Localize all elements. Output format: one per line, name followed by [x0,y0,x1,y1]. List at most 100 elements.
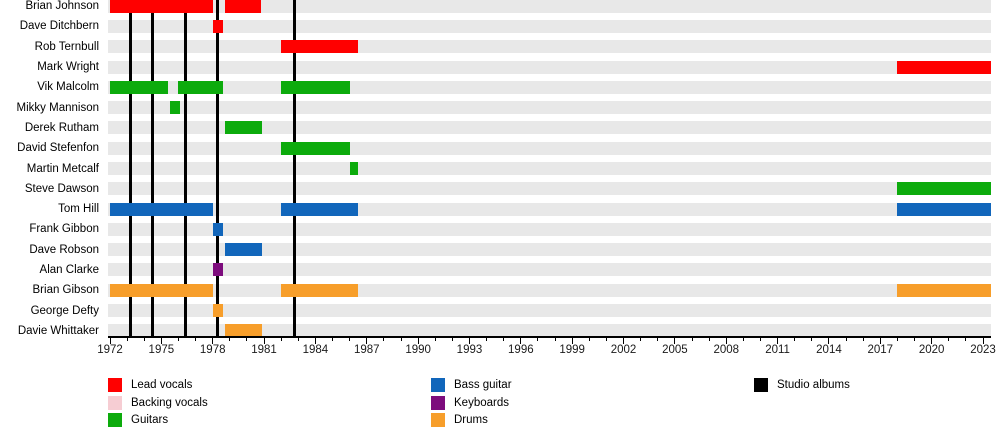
member-label: Mark Wright [37,61,99,74]
axis-tick [640,338,642,341]
member-label: Mikky Mannison [16,101,99,114]
tenure-bar [212,222,223,236]
axis-tick [503,338,505,341]
axis-tick [468,338,470,344]
row-band [108,80,991,94]
axis-tick [349,338,351,341]
axis-tick-label: 1999 [559,344,585,356]
axis-tick-label: 1990 [405,344,431,356]
tenure-bar [224,0,261,13]
axis-tick [571,338,573,344]
axis-tick [794,338,796,341]
row-band [108,243,991,257]
axis-tick [126,338,128,341]
axis-tick [417,338,419,344]
tenure-bar [178,80,223,94]
row-band [108,40,991,54]
axis-tick [982,338,984,344]
axis-tick-label: 2008 [713,344,740,356]
row-band [108,162,991,176]
axis-tick [520,338,522,344]
axis-tick [451,338,453,341]
axis-tick [965,338,967,341]
axis-tick [554,338,556,341]
axis-tick-label: 1975 [148,344,175,356]
axis-tick-label: 1978 [199,344,226,356]
legend-swatch-guitars [108,413,122,428]
axis-tick-label: 2002 [610,344,637,356]
row-band [108,19,991,33]
tenure-bar [281,283,359,297]
legend-label: Bass guitar [454,379,512,391]
member-label: Dave Robson [29,243,99,256]
axis-tick-label: 1972 [97,344,123,356]
member-labels-column: Brian Johnson Dave Ditchbern Rob Ternbull M… [0,0,104,337]
axis-tick-label: 1996 [508,344,534,356]
row-band [108,60,991,74]
member-label: Steve Dawson [24,182,99,195]
axis-tick [195,338,197,341]
axis-tick-label: 1984 [302,344,329,356]
axis-tick [537,338,539,341]
tenure-bar [349,162,359,176]
axis-tick [332,338,334,341]
member-label: Alan Clarke [39,263,99,276]
axis-tick-label: 1987 [353,344,380,356]
legend-swatch-drums [431,413,445,428]
member-label: David Stefenfon [17,142,99,155]
studio-album-marker [151,0,155,336]
tenure-bar [212,304,223,318]
axis-tick [588,338,590,341]
axis-tick [212,338,214,344]
tenure-bar [169,101,181,115]
axis-tick [246,338,248,341]
tenure-bar [281,40,359,54]
legend: Lead vocals Backing vocals Guitars Bass gui… [0,370,1000,435]
tenure-bar [110,0,213,13]
axis-tick [708,338,710,341]
tenure-bar [212,263,223,277]
axis-tick [657,338,659,341]
plot-area [108,0,991,338]
member-label: Brian Johnson [25,0,99,13]
tenure-bar [897,60,991,74]
axis-tick [896,338,898,341]
tenure-bar [281,80,350,94]
tenure-bar [281,202,359,216]
axis-tick [879,338,881,344]
row-band [108,182,991,196]
axis-tick [229,338,231,341]
row-band [108,202,991,216]
member-label: Vik Malcolm [37,81,99,94]
legend-swatch-lead-vocals [108,378,122,392]
row-band [108,324,991,336]
axis-tick [434,338,436,341]
tenure-bar [897,283,991,297]
studio-album-marker [183,0,187,336]
legend-label: Lead vocals [131,379,193,391]
axis-tick [297,338,299,341]
member-label: George Defty [30,304,99,317]
axis-tick [263,338,265,344]
tenure-bar [224,324,263,336]
axis-tick [691,338,693,341]
legend-swatch-bass-guitar [431,378,445,392]
x-axis: 1972 1975 1978 1981 1984 1987 1990 1993 1996 1999… [97,338,1000,364]
row-band [108,222,991,236]
row-band [108,283,991,297]
tenure-bar [224,121,263,135]
row-band [108,101,991,115]
axis-tick-label: 2023 [970,344,996,356]
row-band [108,141,991,155]
axis-tick-label: 2005 [662,344,688,356]
axis-tick-label: 1981 [251,344,277,356]
axis-tick [143,338,145,341]
axis-tick-label: 2020 [918,344,945,356]
axis-tick [605,338,607,341]
axis-tick [777,338,779,344]
tenure-bar [212,19,223,33]
legend-label: Backing vocals [131,396,208,409]
studio-album-marker [293,0,297,336]
axis-tick-label: 2011 [765,344,790,356]
